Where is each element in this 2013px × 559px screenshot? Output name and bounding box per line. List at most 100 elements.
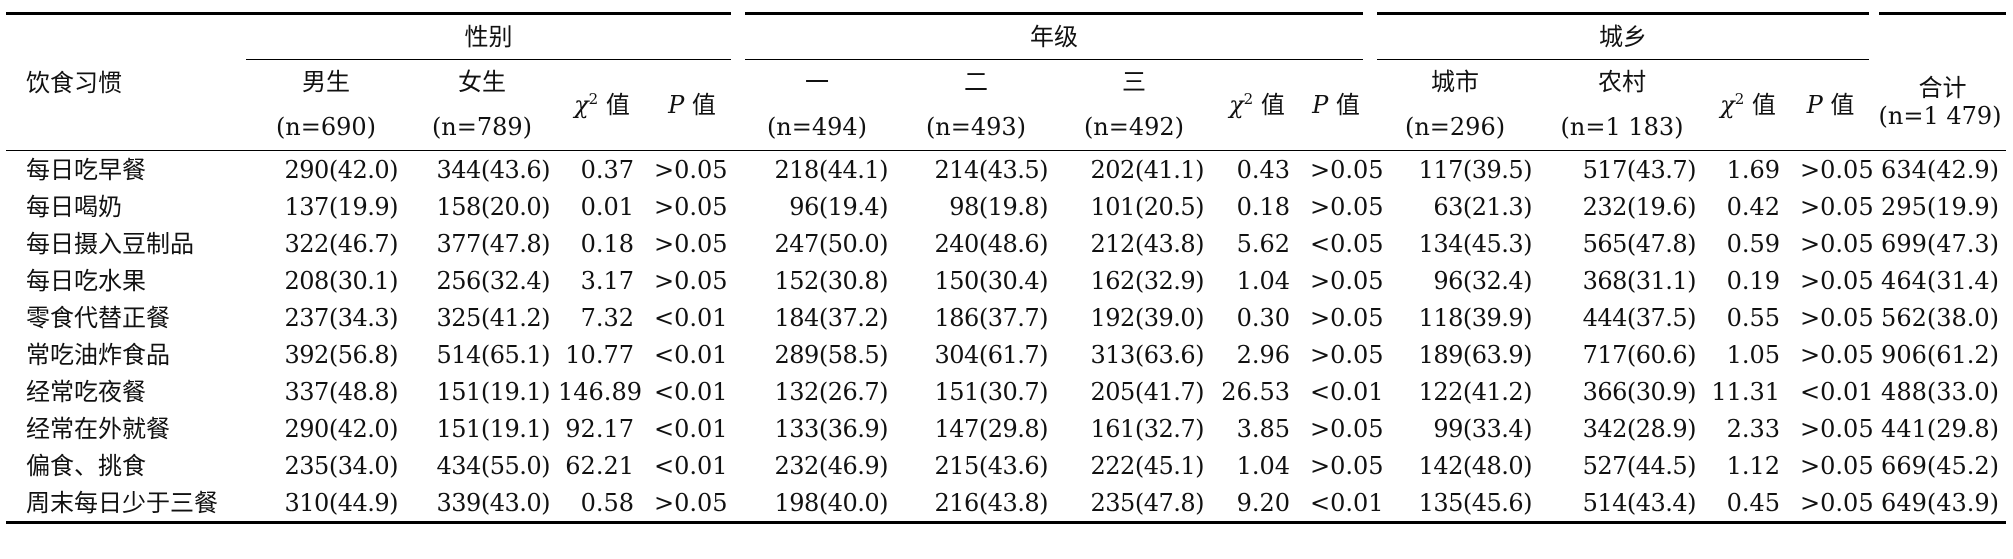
- female-cell: 151(19.1): [436, 377, 551, 406]
- grade3-cell: 101(20.5): [1090, 192, 1205, 221]
- male-cell: 392(56.8): [284, 340, 399, 369]
- grade2-cell: 240(48.6): [934, 229, 1049, 258]
- rural-cell: 514(43.4): [1540, 484, 1705, 524]
- rural-cell: 368(31.1): [1582, 266, 1697, 295]
- female-n: (n=789): [406, 104, 558, 151]
- grade1-n: (n=494): [738, 104, 896, 151]
- p-region-cell: >0.05: [1800, 414, 1874, 443]
- p-region-cell: >0.05: [1800, 451, 1874, 480]
- grade3-cell: 162(32.9): [1090, 266, 1205, 295]
- p-region-cell: >0.05: [1800, 155, 1874, 184]
- grade3-cell: 202(41.1): [1090, 155, 1205, 184]
- female-cell: 514(65.1): [436, 340, 551, 369]
- habit-cell: 周末每日少于三餐: [6, 484, 246, 524]
- chi-gender-cell: 62.21: [565, 451, 634, 480]
- male-cell: 337(48.8): [284, 377, 399, 406]
- grade1-cell: 218(44.1): [774, 155, 889, 184]
- total-cell: 562(38.0): [1881, 303, 2000, 332]
- chi-region-cell: 1.05: [1726, 340, 1781, 369]
- urban-cell: 135(45.6): [1370, 484, 1541, 524]
- rural-cell: 717(60.6): [1582, 340, 1697, 369]
- grade2-header: 二: [964, 68, 988, 96]
- total-cell: 699(47.3): [1881, 229, 2000, 258]
- p-grade-cell: >0.05: [1310, 155, 1384, 184]
- female-cell: 256(32.4): [436, 266, 551, 295]
- rural-cell: 444(37.5): [1582, 303, 1697, 332]
- chi-gender-cell: 0.37: [580, 155, 634, 184]
- urban-cell: 118(39.9): [1418, 303, 1533, 332]
- p-grade-cell: >0.05: [1310, 192, 1384, 221]
- total-cell: 634(42.9): [1881, 155, 2000, 184]
- p-grade-cell: >0.05: [1310, 303, 1384, 332]
- p-gender-header: P 值: [646, 59, 738, 151]
- urban-cell: 96(32.4): [1433, 266, 1533, 295]
- total-cell: 488(33.0): [1881, 377, 2000, 406]
- grade3-cell: 222(45.1): [1090, 451, 1205, 480]
- rural-cell: 517(43.7): [1582, 155, 1697, 184]
- p-gender-cell: <0.01: [654, 451, 728, 480]
- chi-grade-cell: 0.18: [1236, 192, 1290, 221]
- habit-cell: 每日吃早餐: [26, 155, 146, 184]
- p-gender-cell: <0.01: [654, 377, 728, 406]
- male-cell: 290(42.0): [284, 414, 399, 443]
- total-cell: 669(45.2): [1881, 451, 2000, 480]
- habit-cell: 经常在外就餐: [26, 414, 170, 443]
- rural-cell: 565(47.8): [1582, 229, 1697, 258]
- p-gender-cell: >0.05: [654, 192, 728, 221]
- male-cell: 235(34.0): [284, 451, 399, 480]
- chi-grade-header: χ2 值: [1212, 59, 1302, 151]
- male-cell: 310(44.9): [246, 484, 406, 524]
- p-gender-cell: >0.05: [646, 484, 738, 524]
- urban-cell: 134(45.3): [1418, 229, 1533, 258]
- p-region-cell: >0.05: [1800, 229, 1874, 258]
- female-cell: 434(55.0): [436, 451, 551, 480]
- habit-cell: 偏食、挑食: [26, 451, 146, 480]
- grade1-cell: 232(46.9): [774, 451, 889, 480]
- header-row-subgroups: 男生 女生 χ2 值 P 值 一 二 三 χ2 值 P 值 城市 农村 χ2 值…: [6, 59, 2006, 151]
- p-grade-cell: >0.05: [1310, 414, 1384, 443]
- habit-cell: 每日摄入豆制品: [26, 229, 194, 258]
- total-cell: 295(19.9): [1881, 192, 2000, 221]
- header-row-groups: 饮食习惯 性别 年级 城乡 合计: [6, 12, 2007, 151]
- urban-cell: 99(33.4): [1433, 414, 1533, 443]
- p-grade-header: P 值: [1302, 59, 1371, 151]
- chi-grade-cell: 5.62: [1236, 229, 1290, 258]
- grade2-cell: 186(37.7): [934, 303, 1049, 332]
- male-cell: 322(46.7): [284, 229, 399, 258]
- p-region-cell: >0.05: [1800, 303, 1874, 332]
- p-grade-cell: >0.05: [1310, 340, 1384, 369]
- urban-cell: 63(21.3): [1433, 192, 1533, 221]
- grade2-cell: 151(30.7): [934, 377, 1049, 406]
- grade3-cell: 192(39.0): [1090, 303, 1205, 332]
- grade2-cell: 304(61.7): [934, 340, 1049, 369]
- grade1-cell: 198(40.0): [738, 484, 896, 524]
- chi-gender-cell: 10.77: [565, 340, 634, 369]
- chi-gender-cell: 0.58: [558, 484, 646, 524]
- chi-grade-cell: 0.43: [1236, 155, 1290, 184]
- p-gender-cell: >0.05: [654, 229, 728, 258]
- p-gender-cell: >0.05: [654, 266, 728, 295]
- p-region-header: P 值: [1792, 59, 1875, 151]
- p-gender-cell: <0.01: [654, 340, 728, 369]
- grade2-cell: 147(29.8): [934, 414, 1049, 443]
- grade3-header: 三: [1122, 68, 1146, 96]
- grade1-cell: 133(36.9): [774, 414, 889, 443]
- male-cell: 290(42.0): [284, 155, 399, 184]
- grade3-cell: 212(43.8): [1090, 229, 1205, 258]
- p-region-cell: >0.05: [1792, 484, 1875, 524]
- chi-region-cell: 0.55: [1726, 303, 1781, 332]
- chi-region-cell: 0.19: [1726, 266, 1781, 295]
- chi-region-cell: 1.69: [1726, 155, 1781, 184]
- female-cell: 377(47.8): [436, 229, 551, 258]
- female-cell: 339(43.0): [406, 484, 558, 524]
- table-row: 经常吃夜餐 337(48.8) 151(19.1) 146.89 <0.01 1…: [6, 373, 2006, 410]
- table-row: 偏食、挑食 235(34.0) 434(55.0) 62.21 <0.01 23…: [6, 447, 2006, 484]
- chi-grade-cell: 1.04: [1236, 451, 1290, 480]
- habit-cell: 每日喝奶: [26, 192, 122, 221]
- grade2-cell: 215(43.6): [934, 451, 1049, 480]
- urban-cell: 189(63.9): [1418, 340, 1533, 369]
- table-row: 常吃油炸食品 392(56.8) 514(65.1) 10.77 <0.01 2…: [6, 336, 2006, 373]
- male-header: 男生: [302, 68, 350, 96]
- grade1-cell: 132(26.7): [774, 377, 889, 406]
- chi-gender-cell: 92.17: [565, 414, 634, 443]
